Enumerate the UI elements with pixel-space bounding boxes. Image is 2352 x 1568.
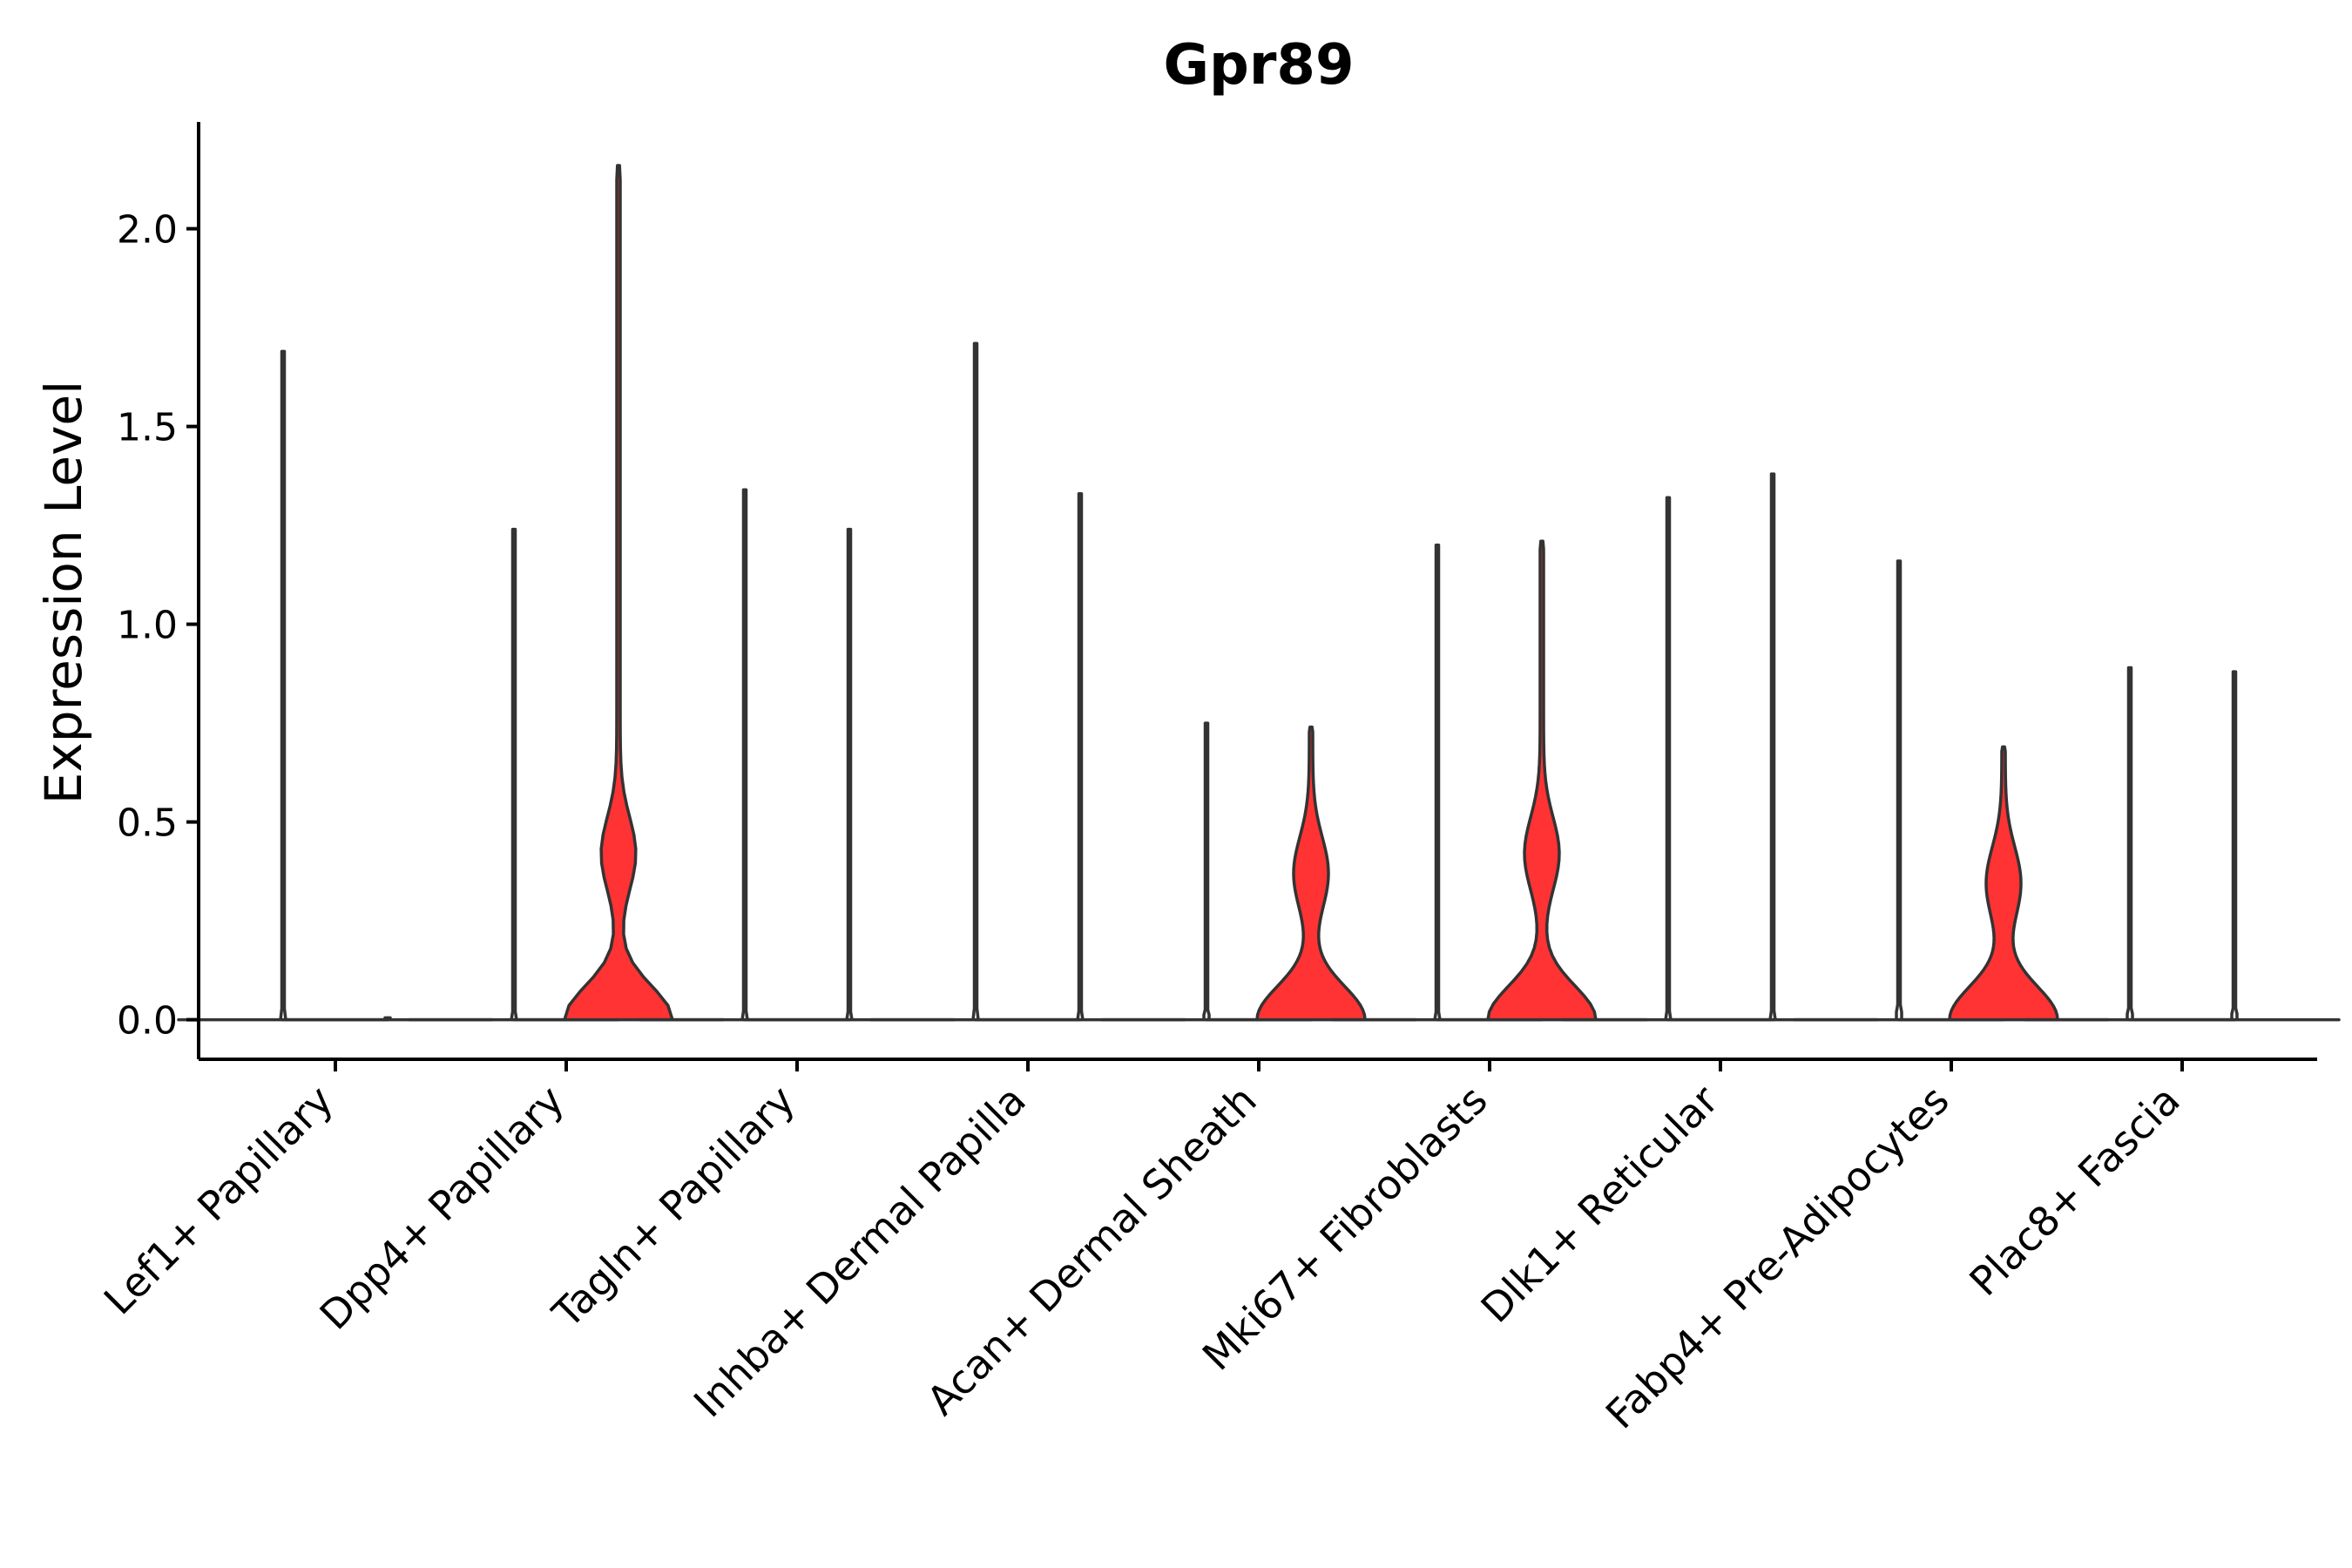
violin-plac8-fascia-control: [2024, 666, 2236, 1022]
y-tick-label: 1.5: [117, 406, 178, 450]
y-tick-label: 1.0: [117, 604, 178, 648]
chart-title: Gpr89: [1164, 33, 1355, 98]
x-tick-label: Dpp4+ Papillary: [311, 1077, 573, 1339]
violin-acan-dermal-sheath-control: [1100, 721, 1313, 1022]
violin-mki67-fibroblasts-control: [1331, 544, 1544, 1022]
y-tick-label: 0.0: [117, 999, 178, 1044]
violin-layer: [177, 164, 2341, 1022]
violin-dpp4-papillary-control: [408, 527, 620, 1022]
violin-acan-dermal-sheath-treated: [1205, 725, 1417, 1022]
violin-fabp4-pre-adipocytes-control: [1793, 559, 2005, 1022]
y-tick-label: 0.5: [117, 801, 178, 846]
violin-tagln-papillary-treated: [743, 527, 956, 1022]
x-tick-label: Dlk1+ Reticular: [1472, 1077, 1727, 1332]
x-tick-label: Tagln+ Papillary: [543, 1077, 804, 1338]
y-tick-label: 2.0: [117, 208, 178, 253]
violin-mki67-fibroblasts-treated: [1436, 539, 1648, 1022]
y-axis-label: Expression Level: [34, 381, 93, 804]
violin-lef1-papillary-control: [177, 349, 389, 1022]
x-tick-label: Lef1+ Papillary: [95, 1077, 342, 1324]
violin-inhba-dermal-papilla-treated: [974, 492, 1186, 1022]
violin-dlk1-reticular-control: [1562, 496, 1774, 1022]
x-tick-label: Plac8+ Fascia: [1960, 1077, 2188, 1305]
violin-inhba-dermal-papilla-control: [869, 341, 1082, 1022]
violin-tagln-papillary-control: [639, 488, 851, 1022]
violin-fabp4-pre-adipocytes-treated: [1897, 745, 2110, 1022]
violin-dlk1-reticular-treated: [1666, 472, 1879, 1022]
violin-lef1-papillary-treated: [281, 1016, 494, 1022]
violin-dpp4-papillary-treated: [512, 164, 725, 1022]
y-axis: 0.0 0.5 1.0 1.5 2.0: [117, 122, 200, 1059]
violin-plac8-fascia-treated: [2128, 670, 2341, 1022]
